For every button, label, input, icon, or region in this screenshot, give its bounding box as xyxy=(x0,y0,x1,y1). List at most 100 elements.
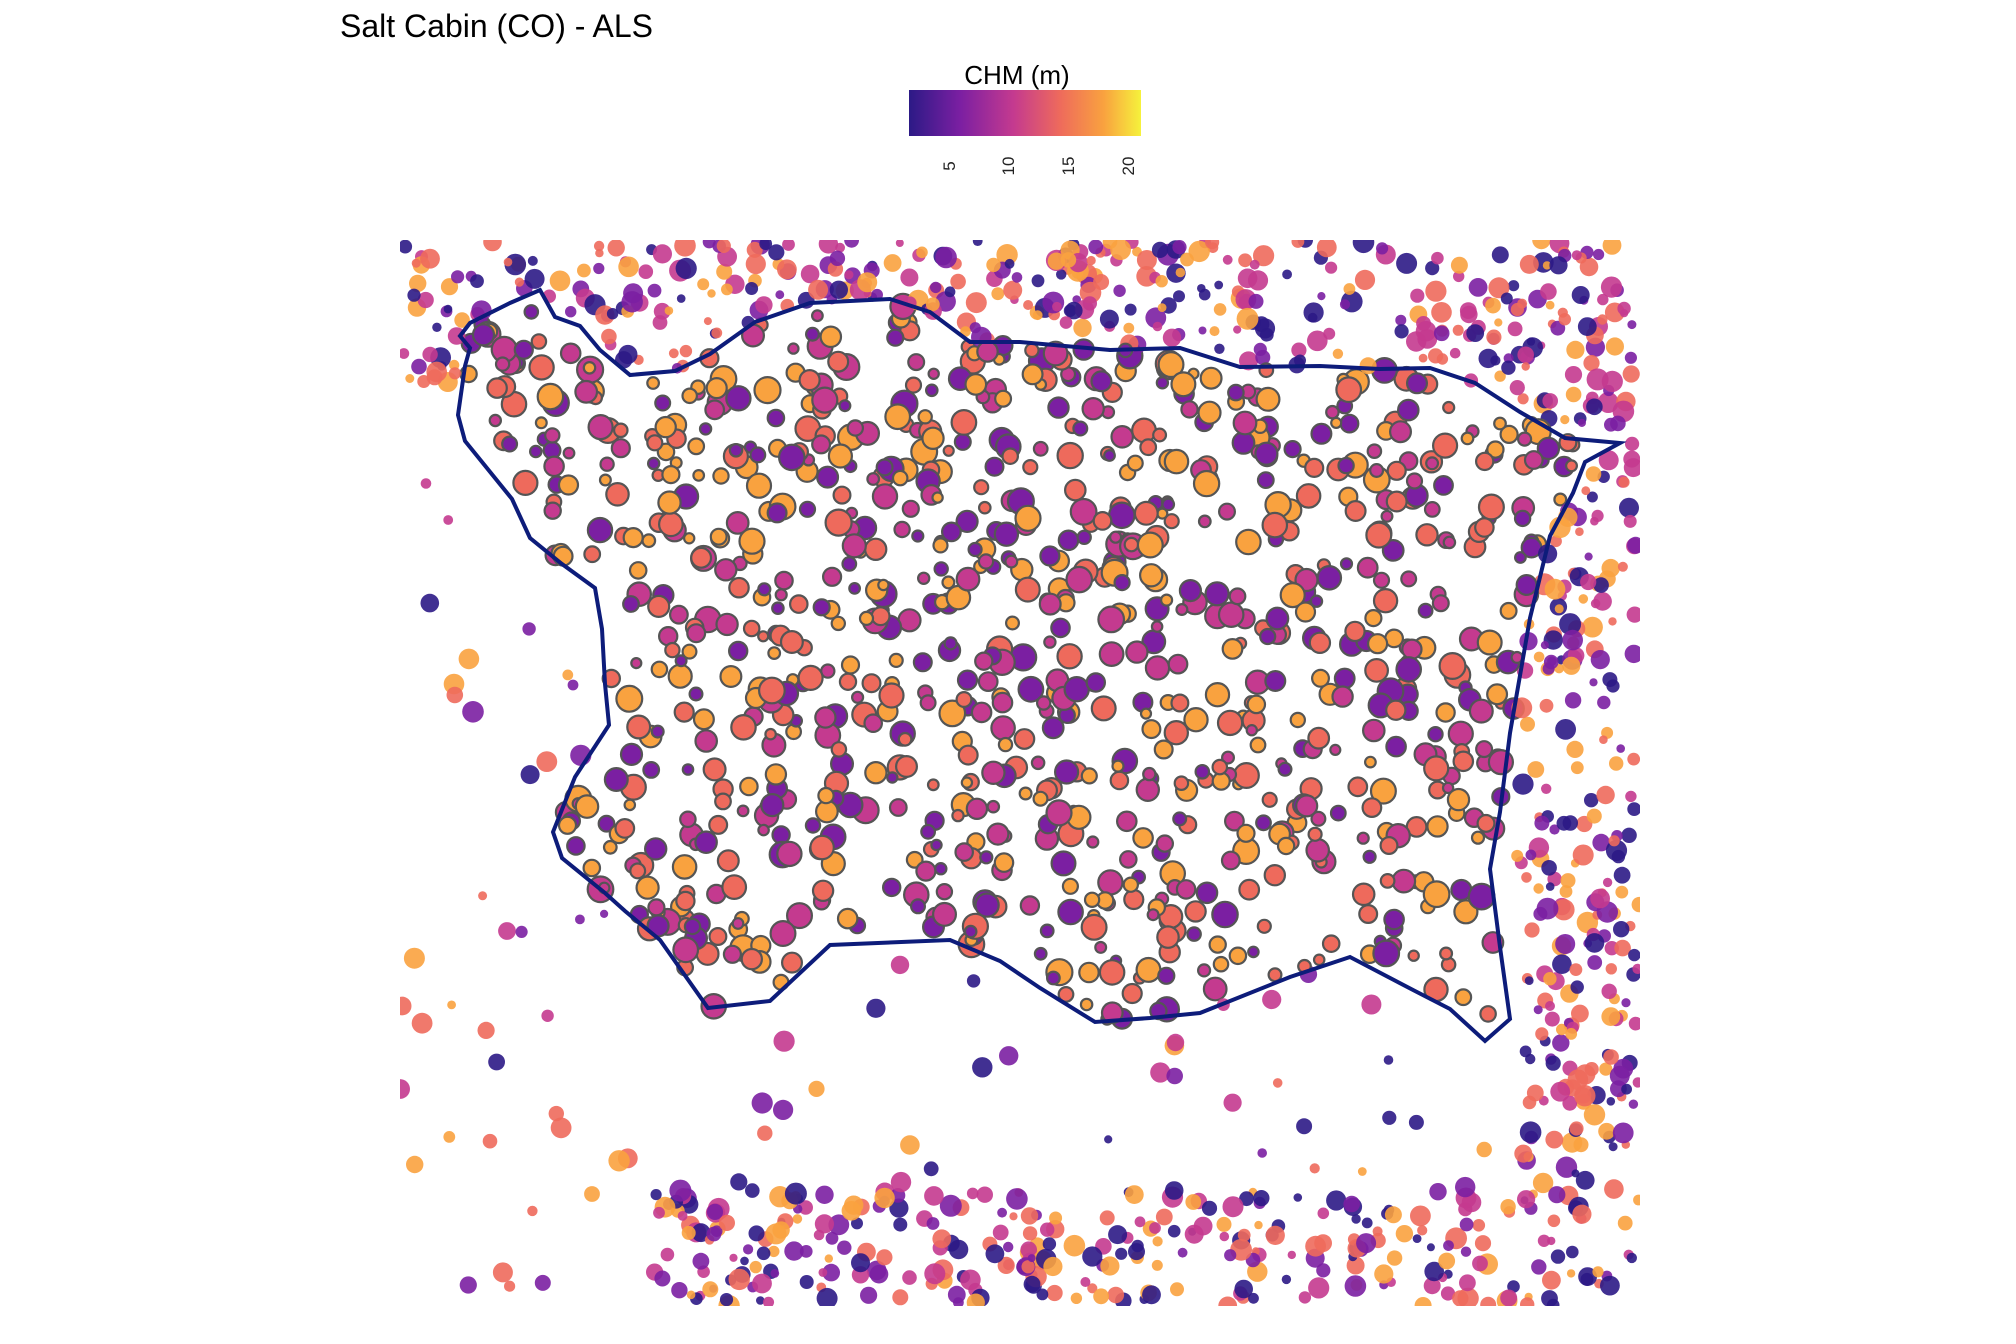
tree-crown xyxy=(681,387,698,405)
tree-crown xyxy=(1366,633,1389,655)
tree-crown xyxy=(1161,497,1176,512)
tree-crown xyxy=(769,919,797,947)
tree-crown xyxy=(1082,1246,1103,1267)
tree-crown xyxy=(1017,675,1045,703)
tree-crown xyxy=(1552,1034,1570,1052)
tree-crown xyxy=(638,264,654,279)
tree-crown xyxy=(1583,1104,1606,1126)
tree-crown xyxy=(792,1214,803,1224)
tree-crown xyxy=(536,751,558,772)
tree-crown xyxy=(619,742,644,767)
tree-crown xyxy=(652,315,668,330)
tree-crown xyxy=(1184,900,1207,923)
tree-crown xyxy=(1362,849,1377,864)
tree-crown xyxy=(671,854,698,880)
tree-crown xyxy=(447,1000,456,1010)
tree-crown xyxy=(1586,808,1602,824)
tree-crown xyxy=(1282,269,1292,280)
tree-crown xyxy=(714,792,732,811)
tree-crown xyxy=(1115,810,1138,833)
tree-crown xyxy=(1585,466,1602,482)
tree-crown xyxy=(751,1092,773,1114)
tree-crown xyxy=(1020,1207,1039,1225)
tree-crown xyxy=(562,446,576,460)
tree-crown xyxy=(773,1099,794,1120)
tree-crown xyxy=(1157,351,1185,379)
tree-crown xyxy=(1118,850,1138,869)
tree-crown xyxy=(1493,416,1507,431)
tree-crown xyxy=(1247,945,1260,959)
tree-crown xyxy=(1233,325,1242,334)
tree-crown xyxy=(417,291,434,309)
tree-crown xyxy=(1361,994,1382,1015)
tree-crown xyxy=(991,691,1014,714)
tree-crown xyxy=(1043,1256,1063,1277)
tree-crown xyxy=(1542,261,1552,270)
legend-tick xyxy=(1128,136,1129,142)
tree-crown xyxy=(970,701,993,724)
tree-crown xyxy=(1597,314,1608,325)
tree-crown xyxy=(932,1229,952,1249)
tree-crown xyxy=(646,376,661,390)
tree-crown xyxy=(1307,826,1323,842)
tree-crown xyxy=(1150,620,1164,633)
tree-crown xyxy=(712,467,730,485)
tree-crown xyxy=(1632,963,1640,974)
tree-crown xyxy=(1305,1235,1326,1257)
tree-crown xyxy=(816,465,840,489)
tree-crown xyxy=(1032,790,1049,807)
tree-crown xyxy=(1050,850,1077,877)
tree-crown xyxy=(1063,676,1090,703)
legend-colorbar xyxy=(909,90,1141,136)
tree-crown xyxy=(1536,897,1559,920)
tree-crown xyxy=(977,553,995,570)
tree-crown xyxy=(622,595,640,613)
tree-crown xyxy=(893,520,911,539)
tree-crown xyxy=(882,877,902,898)
tree-crown xyxy=(1385,735,1407,758)
tree-crown xyxy=(1566,1245,1579,1259)
tree-crown xyxy=(756,1296,765,1305)
tree-crown xyxy=(602,839,618,855)
tree-crown xyxy=(1042,1237,1057,1251)
tree-crown xyxy=(593,240,605,252)
tree-crown xyxy=(626,714,652,740)
tree-crown xyxy=(798,500,817,518)
tree-crown xyxy=(828,1214,850,1236)
tree-crown xyxy=(515,925,528,939)
tree-crown xyxy=(889,1198,909,1218)
tree-crown xyxy=(1623,514,1637,528)
tree-crown xyxy=(1343,283,1356,295)
tree-crown xyxy=(1395,1225,1414,1243)
tree-crown xyxy=(660,1247,675,1262)
tree-crown xyxy=(1317,1207,1330,1220)
tree-crown xyxy=(1063,478,1087,502)
tree-crown xyxy=(513,339,534,360)
legend-tick xyxy=(1008,136,1009,142)
tree-crown xyxy=(779,630,804,655)
tree-crown xyxy=(917,571,931,585)
tree-crown xyxy=(1447,720,1474,747)
tree-crown xyxy=(1329,743,1342,756)
tree-crown xyxy=(1618,476,1630,488)
tree-crown xyxy=(494,356,511,372)
tree-crown xyxy=(812,598,831,617)
tree-crown xyxy=(1550,320,1566,336)
tree-crown xyxy=(1004,615,1020,631)
tree-crown xyxy=(705,377,728,400)
tree-crown xyxy=(1009,1212,1018,1221)
tree-crown xyxy=(492,1262,513,1283)
tree-crown xyxy=(1539,698,1554,713)
tree-crown xyxy=(1109,770,1130,791)
tree-crown xyxy=(1446,787,1471,812)
tree-crown xyxy=(1310,422,1333,445)
tree-crown xyxy=(1625,790,1637,803)
tree-crown xyxy=(1124,303,1137,316)
tree-crown xyxy=(1597,293,1609,306)
tree-crown xyxy=(950,408,978,436)
tree-crown xyxy=(719,665,743,689)
tree-crown xyxy=(1425,456,1440,471)
tree-crown xyxy=(1486,329,1502,345)
tree-crown xyxy=(647,898,666,917)
tree-crown xyxy=(1573,1137,1589,1153)
